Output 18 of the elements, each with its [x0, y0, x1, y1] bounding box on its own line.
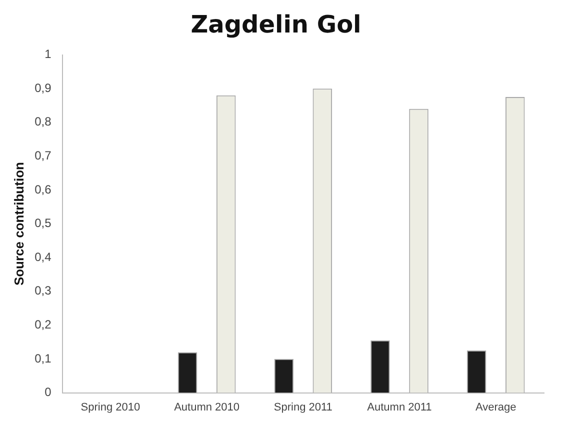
x-tick-label: Spring 2010 [80, 401, 140, 414]
x-tick-label: Average [475, 401, 516, 414]
y-tick-label: 0,1 [34, 351, 52, 366]
y-tick-label: 0,3 [34, 284, 52, 298]
y-tick-label: 0 [44, 385, 52, 400]
chart-title: Zagdelin Gol [190, 10, 362, 39]
y-tick-label: 0,5 [34, 216, 52, 230]
y-tick-label: 0,9 [34, 80, 52, 95]
y-tick-label: 0,6 [34, 182, 52, 196]
y-axis-title: Source contribution [11, 162, 26, 286]
y-tick-label: 1 [44, 47, 52, 62]
x-tick-label: Autumn 2011 [367, 401, 432, 414]
x-tick-label: Autumn 2010 [174, 401, 240, 414]
y-tick-label: 0,8 [34, 114, 52, 129]
x-tick-label: Spring 2011 [274, 401, 332, 414]
y-tick-label: 0,7 [34, 148, 52, 163]
y-tick-label: 0,4 [34, 250, 52, 264]
y-tick-label: 0,2 [34, 318, 52, 332]
